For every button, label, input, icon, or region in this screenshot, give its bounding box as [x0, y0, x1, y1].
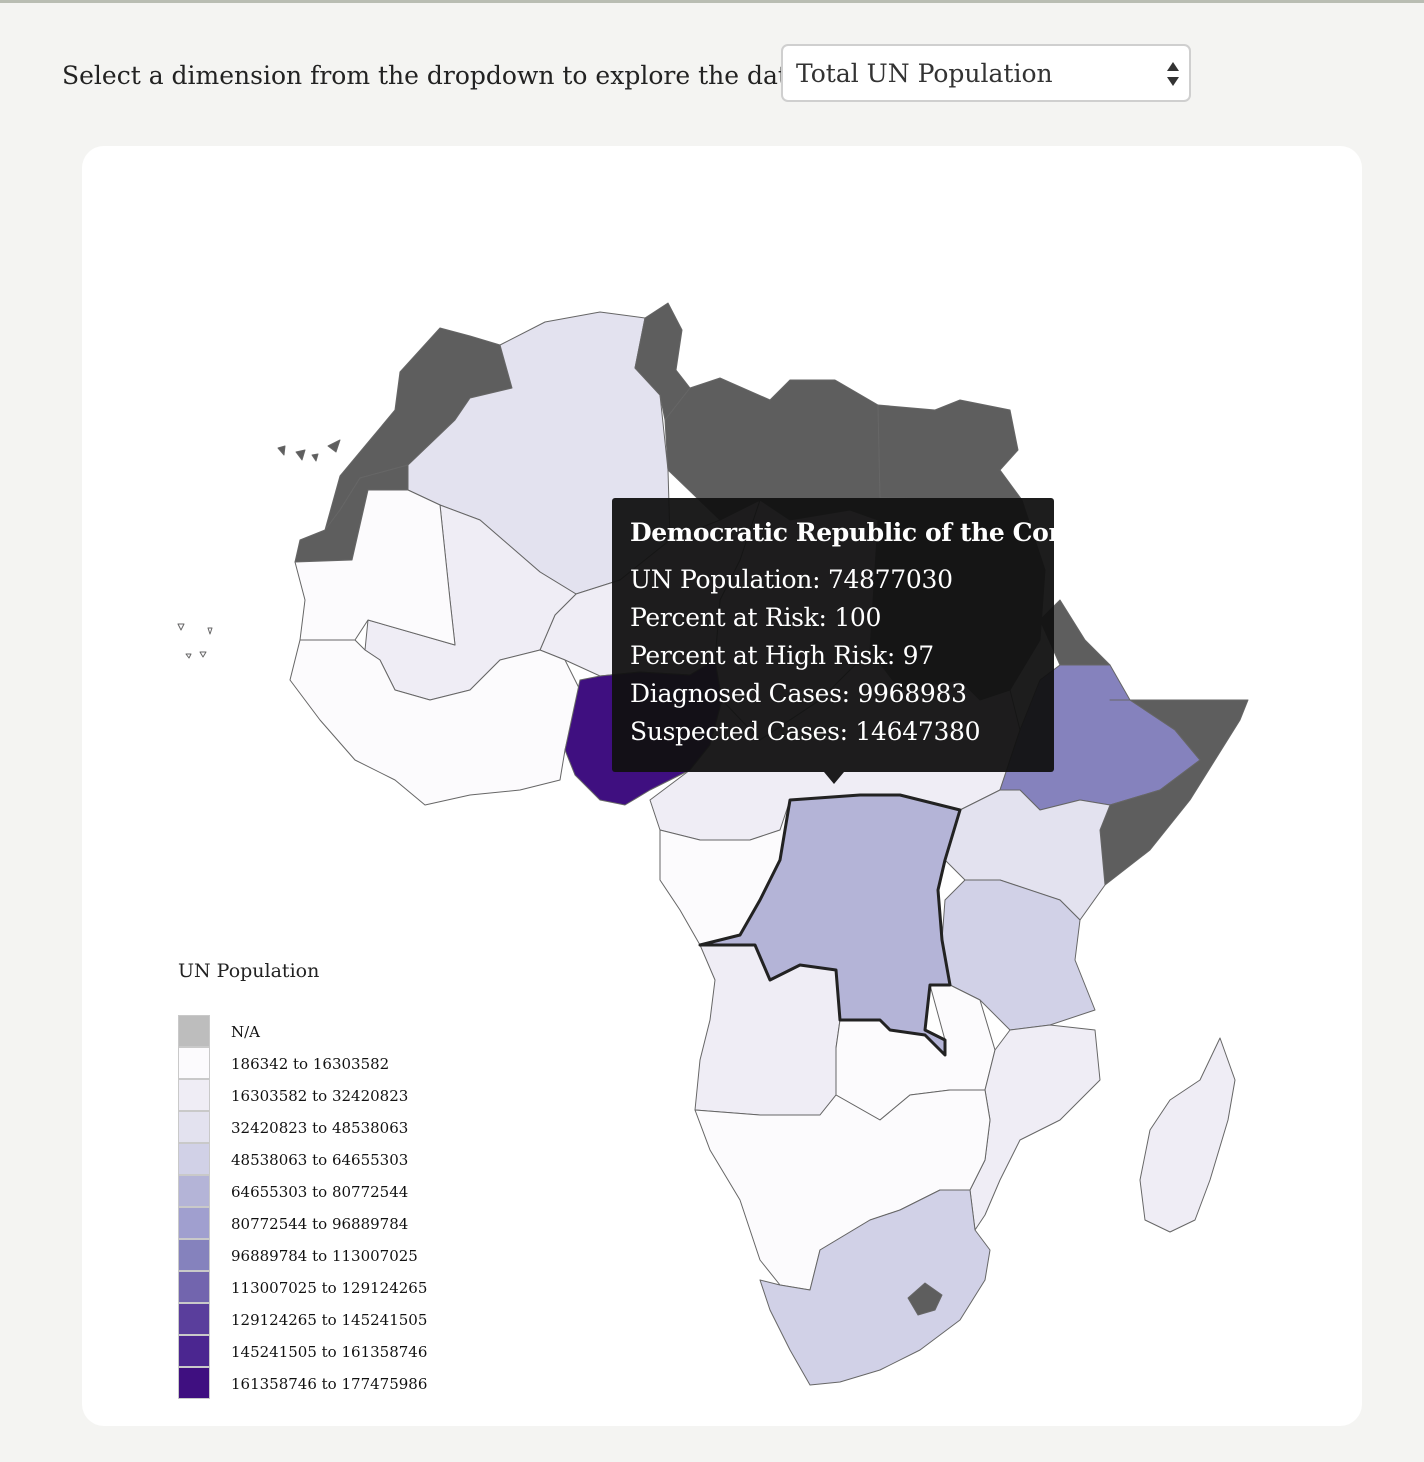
window-top-border [0, 0, 1424, 3]
legend-item: 113007025 to 129124265 [178, 1271, 427, 1303]
legend-swatch [178, 1175, 210, 1207]
dimension-controls: Select a dimension from the dropdown to … [62, 44, 1191, 106]
tooltip-row: Diagnosed Cases: 9968983 [630, 675, 1036, 713]
tooltip-pointer [824, 772, 844, 784]
tooltip-row: UN Population: 74877030 [630, 561, 1036, 599]
tooltip-row-separator: : [841, 679, 858, 708]
tooltip-row-label: Percent at Risk [630, 603, 819, 632]
legend-label: 80772544 to 96889784 [231, 1215, 409, 1233]
country-tooltip: Democratic Republic of the Congo UN Popu… [612, 498, 1100, 784]
tooltip-row: Percent at Risk: 100 [630, 599, 1036, 637]
legend-label: 145241505 to 161358746 [231, 1343, 428, 1361]
tooltip-row-value: 97 [902, 641, 935, 670]
tooltip-row-separator: : [886, 641, 903, 670]
legend-swatch [178, 1111, 210, 1143]
tooltip-row-value: 74877030 [827, 565, 953, 594]
tooltip-row-separator: : [812, 565, 828, 594]
legend-swatch [178, 1271, 210, 1303]
dimension-select[interactable]: Total UN Population [781, 44, 1191, 102]
region-cape-verde[interactable] [177, 623, 213, 659]
legend-label: 161358746 to 177475986 [231, 1375, 428, 1393]
legend-item: 48538063 to 64655303 [178, 1143, 408, 1175]
legend-swatch [178, 1239, 210, 1271]
legend-swatch [178, 1047, 210, 1079]
legend-label: N/A [231, 1023, 261, 1041]
map-legend: UN Population N/A 186342 to 16303582 16303… [178, 960, 427, 1399]
legend-swatch [178, 1367, 210, 1399]
region-mauritania[interactable] [294, 489, 456, 646]
legend-label: 16303582 to 32420823 [231, 1087, 409, 1105]
tooltip-row-separator: : [818, 603, 835, 632]
tooltip-row: Suspected Cases: 14647380 [630, 713, 1036, 751]
legend-item: 129124265 to 145241505 [178, 1303, 427, 1335]
legend-label: 129124265 to 145241505 [231, 1311, 428, 1329]
tooltip-row-label: Suspected Cases [630, 717, 840, 746]
legend-label: 113007025 to 129124265 [231, 1279, 428, 1297]
tooltip-row-value: 100 [834, 603, 882, 632]
tooltip-row-value: 14647380 [855, 717, 981, 746]
legend-label: 96889784 to 113007025 [231, 1247, 418, 1265]
legend-item: 145241505 to 161358746 [178, 1335, 427, 1367]
tooltip-row: Percent at High Risk: 97 [630, 637, 1036, 675]
tooltip-rows: UN Population: 74877030 Percent at Risk: … [630, 561, 1036, 751]
legend-label: 32420823 to 48538063 [231, 1119, 409, 1137]
legend-swatch [178, 1079, 210, 1111]
region-madagascar[interactable] [1139, 1037, 1236, 1233]
tooltip-row-separator: : [839, 717, 856, 746]
region-lesotho[interactable] [907, 1282, 943, 1316]
legend-label: 64655303 to 80772544 [231, 1183, 409, 1201]
legend-swatch [178, 1015, 210, 1047]
region-canary-islands[interactable] [277, 439, 341, 462]
legend-item: 161358746 to 177475986 [178, 1367, 427, 1399]
legend-title: UN Population [178, 960, 320, 982]
legend-swatch [178, 1335, 210, 1367]
region-drc[interactable] [698, 793, 962, 1057]
legend-items: N/A 186342 to 16303582 16303582 to 3242082… [178, 1015, 427, 1399]
dimension-prompt: Select a dimension from the dropdown to … [62, 60, 812, 90]
select-arrows-icon [1167, 62, 1179, 86]
legend-item: N/A [178, 1015, 319, 1047]
legend-item: 80772544 to 96889784 [178, 1207, 408, 1239]
legend-item: 96889784 to 113007025 [178, 1239, 418, 1271]
region-south-africa[interactable] [759, 1189, 991, 1386]
legend-item: 32420823 to 48538063 [178, 1111, 408, 1143]
tooltip-country-name: Democratic Republic of the Congo [630, 518, 1100, 547]
legend-label: 186342 to 16303582 [231, 1055, 390, 1073]
tooltip-row-label: Diagnosed Cases [630, 679, 842, 708]
legend-item: 64655303 to 80772544 [178, 1175, 408, 1207]
dimension-select-value: Total UN Population [796, 58, 1053, 88]
region-eritrea[interactable] [1039, 599, 1111, 666]
tooltip-row-label: Percent at High Risk [630, 641, 887, 670]
legend-swatch [178, 1143, 210, 1175]
legend-item: 186342 to 16303582 [178, 1047, 389, 1079]
legend-label: 48538063 to 64655303 [231, 1151, 409, 1169]
legend-swatch [178, 1303, 210, 1335]
legend-swatch [178, 1207, 210, 1239]
legend-item: 16303582 to 32420823 [178, 1079, 408, 1111]
tooltip-row-label: UN Population [630, 565, 813, 594]
tooltip-row-value: 9968983 [857, 679, 967, 708]
region-egypt[interactable] [877, 399, 1023, 501]
